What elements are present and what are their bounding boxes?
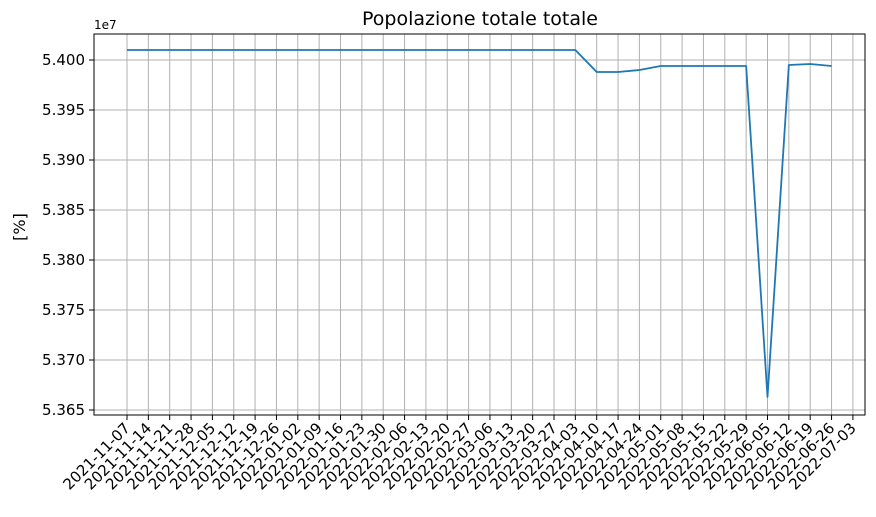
y-tick-label: 5.390 bbox=[42, 151, 85, 169]
y-tick-label: 5.375 bbox=[42, 301, 85, 319]
y-tick-label: 5.395 bbox=[42, 101, 85, 119]
y-tick-label: 5.380 bbox=[42, 251, 85, 269]
y-ticks: 5.365 5.370 5.375 5.380 5.385 5.390 5.395 5.400 bbox=[42, 51, 94, 419]
y-tick-label: 5.400 bbox=[42, 51, 85, 69]
plot-frame bbox=[93, 33, 866, 416]
y-tick-label: 5.385 bbox=[42, 201, 85, 219]
series-line bbox=[127, 49, 832, 398]
y-tick-label: 5.370 bbox=[42, 351, 85, 369]
chart-title: Popolazione totale totale bbox=[362, 8, 598, 30]
y-tick-label: 5.365 bbox=[42, 401, 85, 419]
y-offset-label: 1e7 bbox=[94, 18, 117, 32]
x-ticks: 2021-11-072021-11-142021-11-212021-11-28… bbox=[59, 415, 860, 493]
y-axis-label: [%] bbox=[10, 213, 29, 241]
grid bbox=[94, 34, 865, 415]
series-layer bbox=[127, 49, 832, 398]
